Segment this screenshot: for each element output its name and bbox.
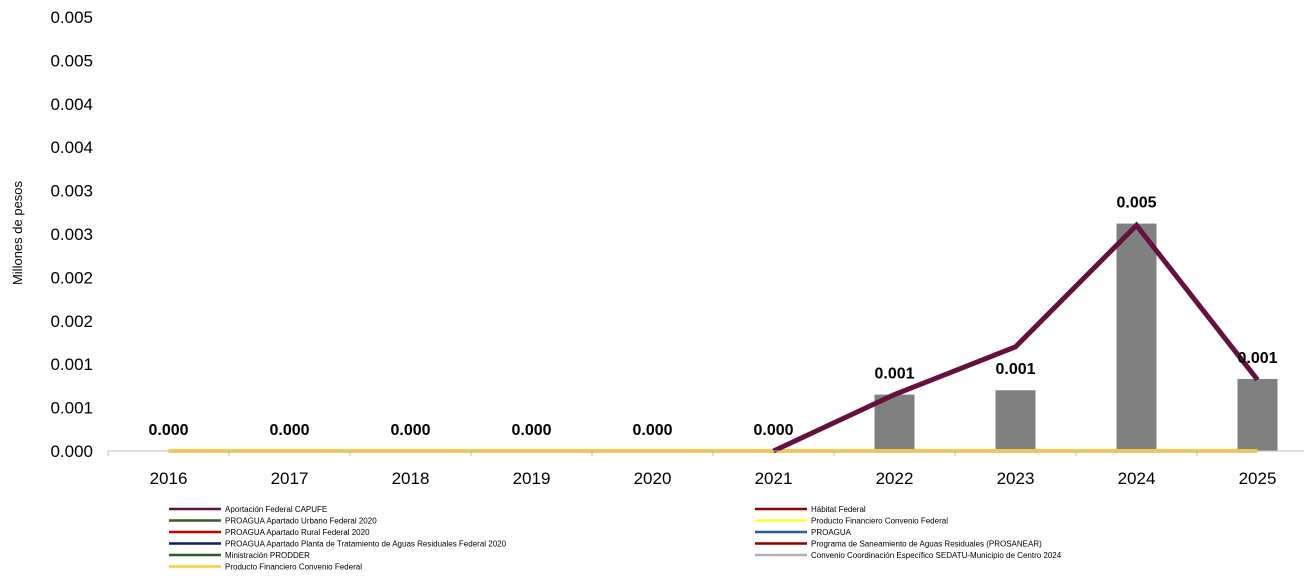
legend-label: Hábitat Federal bbox=[811, 505, 866, 514]
data-label: 0.000 bbox=[753, 422, 793, 439]
series-line bbox=[772, 221, 1260, 454]
bar-group bbox=[874, 223, 1278, 451]
legend-label: Producto Financiero Convenio Federal bbox=[811, 517, 948, 526]
legend-label: Ministración PRODDER bbox=[225, 551, 310, 560]
legend-label: PROAGUA Apartado Rural Federal 2020 bbox=[225, 528, 370, 537]
y-tick-label: 0.004 bbox=[50, 95, 93, 114]
legend-label: PROAGUA Apartado Urbano Federal 2020 bbox=[225, 517, 377, 526]
legend-label: Aportación Federal CAPUFE bbox=[225, 505, 327, 514]
data-labels: 0.000 0.000 0.000 0.000 0.000 0.000 0.001 0.001… bbox=[148, 195, 1277, 439]
x-tick-label: 2020 bbox=[634, 469, 672, 488]
data-label: 0.001 bbox=[874, 366, 914, 383]
x-tick-label: 2022 bbox=[876, 469, 914, 488]
y-tick-label: 0.002 bbox=[50, 268, 93, 287]
data-label: 0.005 bbox=[1116, 195, 1156, 212]
data-label: 0.000 bbox=[511, 422, 551, 439]
y-tick-label: 0.003 bbox=[50, 182, 93, 201]
x-tick-label: 2024 bbox=[1118, 469, 1156, 488]
x-tick-label: 2025 bbox=[1239, 469, 1277, 488]
y-tick-label: 0.003 bbox=[50, 225, 93, 244]
x-tick-label: 2017 bbox=[271, 469, 309, 488]
y-tick-label: 0.004 bbox=[50, 138, 93, 157]
data-label: 0.000 bbox=[269, 422, 309, 439]
y-tick-label: 0.005 bbox=[50, 51, 93, 70]
bar bbox=[1237, 378, 1278, 451]
legend: Aportación Federal CAPUFE Hábitat Federal… bbox=[169, 505, 1062, 572]
y-axis-label: Millones de pesos bbox=[10, 180, 25, 285]
y-tick-label: 0.001 bbox=[50, 355, 93, 374]
y-axis: 0.000 0.001 0.001 0.002 0.002 0.003 0.003 0.004… bbox=[50, 8, 93, 461]
data-label: 0.001 bbox=[1237, 350, 1277, 367]
x-tick-label: 2019 bbox=[513, 469, 551, 488]
legend-label: PROAGUA Apartado Planta de Tratamiento d… bbox=[225, 540, 507, 549]
x-tick-label: 2016 bbox=[150, 469, 188, 488]
x-tick-label: 2018 bbox=[392, 469, 430, 488]
y-tick-label: 0.000 bbox=[50, 442, 93, 461]
legend-label: Producto Financiero Convenio Federal bbox=[225, 563, 362, 572]
bar bbox=[1116, 223, 1157, 451]
data-label: 0.000 bbox=[632, 422, 672, 439]
data-label: 0.001 bbox=[995, 361, 1035, 378]
legend-label: PROAGUA bbox=[811, 528, 852, 537]
x-tick-label: 2023 bbox=[997, 469, 1035, 488]
legend-label: Programa de Saneamiento de Aguas Residua… bbox=[811, 540, 1042, 549]
data-label: 0.000 bbox=[148, 422, 188, 439]
y-tick-label: 0.005 bbox=[50, 8, 93, 27]
legend-label: Convenio Coordinación Específico SEDATU-… bbox=[811, 551, 1062, 560]
bar bbox=[995, 390, 1036, 451]
series-lines bbox=[168, 221, 1260, 454]
y-tick-label: 0.002 bbox=[50, 312, 93, 331]
data-label: 0.000 bbox=[390, 422, 430, 439]
y-tick-label: 0.001 bbox=[50, 399, 93, 418]
bar bbox=[874, 394, 915, 451]
x-tick-label: 2021 bbox=[755, 469, 793, 488]
x-axis: 2016 2017 2018 2019 2020 2021 2022 2023 2024 2025 bbox=[107, 451, 1277, 488]
